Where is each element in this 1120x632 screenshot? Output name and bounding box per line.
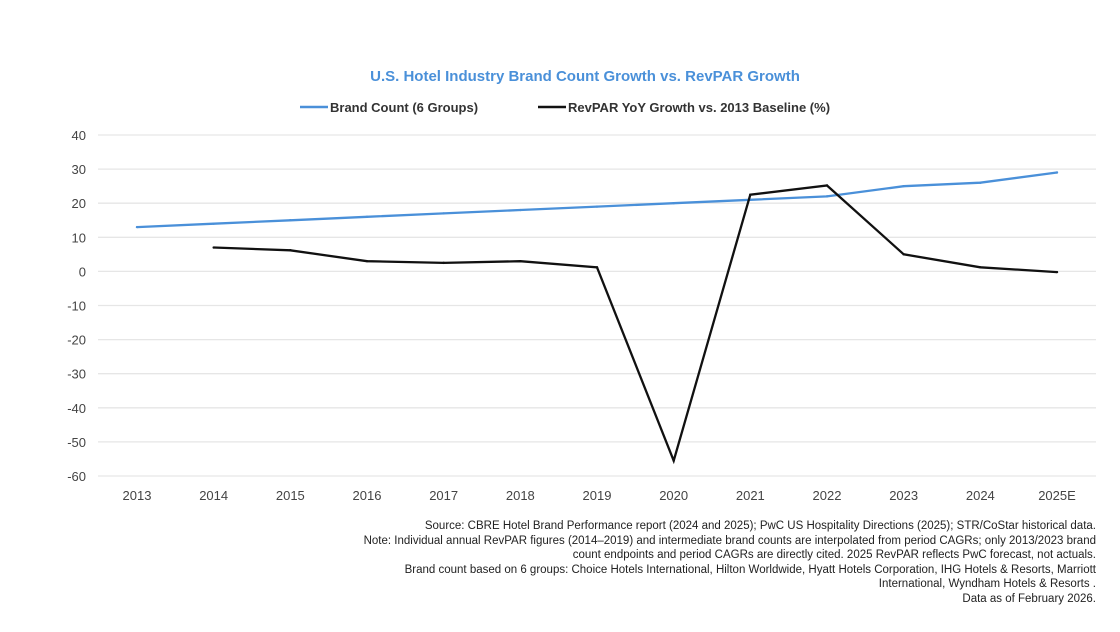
x-tick-label: 2023 [889, 488, 918, 503]
revpar-growth-line [213, 184, 1058, 465]
methodology-note: Note: Individual annual RevPAR figures (… [363, 534, 1096, 562]
brand-count-point [519, 208, 522, 212]
revpar-point [289, 249, 292, 252]
legend-label-revpar: RevPAR YoY Growth vs. 2013 Baseline (%) [568, 100, 830, 115]
revpar-point [979, 266, 982, 269]
x-tick-label: 2021 [736, 488, 765, 503]
x-tick-label: 2014 [199, 488, 228, 503]
y-tick-label: -20 [67, 333, 86, 348]
data-date-note: Data as of February 2026. [962, 592, 1096, 605]
brand-count-point [135, 225, 139, 229]
brand-count-point [442, 212, 445, 215]
brand-count-point [902, 184, 905, 188]
y-tick-label: -40 [67, 401, 86, 416]
brand-count-point [289, 219, 292, 222]
x-tick-label: 2016 [353, 488, 382, 503]
x-tick-label: 2019 [583, 488, 612, 503]
x-tick-label: 2017 [429, 488, 458, 503]
revpar-point [212, 246, 215, 249]
x-tick-label: 2018 [506, 488, 535, 503]
y-tick-label: 0 [79, 264, 86, 279]
y-tick-label: -60 [67, 469, 86, 484]
brand-groups-note: Brand count based on 6 groups: Choice Ho… [404, 563, 1096, 591]
revpar-point [1055, 270, 1059, 274]
legend: Brand Count (6 Groups) RevPAR YoY Growth… [300, 100, 830, 115]
x-tick-label: 2015 [276, 488, 305, 503]
brand-count-point [672, 202, 675, 205]
chart-title: U.S. Hotel Industry Brand Count Growth v… [370, 68, 800, 85]
x-tick-label: 2024 [966, 488, 995, 503]
brand-count-point [979, 181, 982, 184]
x-tick-label: 2020 [659, 488, 688, 503]
source-notes: Source: CBRE Hotel Brand Performance rep… [336, 519, 1096, 606]
revpar-point [825, 184, 829, 187]
brand-count-line [136, 171, 1058, 229]
revpar-point [749, 193, 752, 196]
y-tick-label: -10 [67, 299, 86, 314]
x-tick-label: 2022 [813, 488, 842, 503]
brand-count-point [365, 215, 369, 219]
legend-label-brand-count: Brand Count (6 Groups) [330, 100, 478, 115]
brand-count-point [212, 222, 215, 225]
y-tick-label: 20 [72, 196, 86, 211]
brand-count-point [595, 205, 599, 208]
revpar-point [365, 259, 369, 263]
source-note: Source: CBRE Hotel Brand Performance rep… [424, 520, 1096, 532]
revpar-point [595, 266, 599, 269]
revpar-point [902, 253, 905, 256]
y-tick-label: 10 [72, 230, 86, 245]
y-tick-label: -30 [67, 367, 86, 382]
revpar-point [672, 459, 675, 462]
y-tick-label: 40 [72, 128, 86, 143]
x-tick-label: 2025E [1038, 488, 1076, 503]
y-tick-label: 30 [72, 162, 86, 177]
y-tick-label: -50 [67, 435, 86, 450]
revpar-point [442, 261, 445, 265]
brand-count-point [825, 195, 829, 198]
brand-count-point [1055, 171, 1059, 174]
revpar-point [519, 259, 522, 263]
x-tick-label: 2013 [123, 488, 152, 503]
